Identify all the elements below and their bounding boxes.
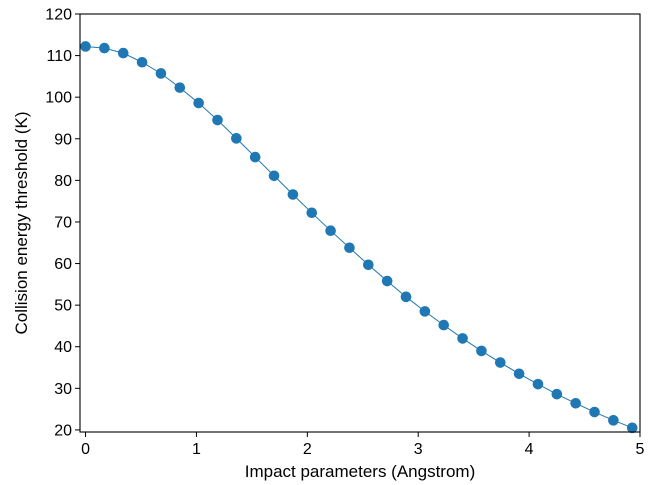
data-point [344,242,355,254]
y-tick-label: 30 [54,381,72,398]
data-point [249,151,261,163]
y-tick-label: 110 [46,48,72,65]
data-point [476,345,487,357]
data-point [570,398,581,409]
x-tick-label: 2 [303,441,312,458]
x-tick-label: 5 [636,441,645,458]
data-point [438,319,450,331]
x-axis-label: Impact parameters (Angstrom) [245,462,476,481]
data-point [80,41,91,52]
y-tick-label: 70 [54,214,72,231]
data-point [136,56,148,68]
data-point [608,415,619,426]
data-point [626,422,638,434]
data-point [231,133,242,144]
ticks-layer: 0 1 2 3 4 5 20 30 40 50 60 70 80 90 100 110 120 [45,7,644,459]
data-point [400,291,412,303]
series-layer [80,41,638,434]
y-axis-label: Collision energy threshold (K) [12,112,31,335]
data-point [532,378,544,390]
data-point [551,388,563,400]
y-tick-label: 100 [45,90,72,107]
y-tick-label: 20 [54,422,72,439]
data-point [494,357,506,368]
y-tick-label: 90 [54,131,72,148]
data-point [513,368,525,380]
data-point [325,225,336,236]
x-tick-label: 0 [81,441,90,458]
data-point [306,207,318,219]
data-point [287,189,299,200]
y-tick-label: 50 [54,298,72,315]
series-line [85,45,633,429]
plot-frame [79,13,641,433]
data-point [457,333,468,344]
data-point [419,306,431,317]
data-point [212,114,223,126]
data-point [193,97,204,109]
y-tick-label: 80 [54,173,72,190]
data-point [174,82,186,93]
data-point [155,68,167,79]
y-tick-label: 40 [54,339,72,356]
data-point [99,42,110,54]
data-point [117,47,129,59]
data-point [381,275,393,287]
y-tick-label: 120 [45,7,72,24]
x-tick-label: 4 [525,441,534,458]
data-point [268,170,280,182]
data-point [363,259,374,271]
data-point [589,406,600,418]
x-tick-label: 1 [192,441,201,458]
x-tick-label: 3 [414,441,423,458]
y-tick-label: 60 [54,256,72,273]
